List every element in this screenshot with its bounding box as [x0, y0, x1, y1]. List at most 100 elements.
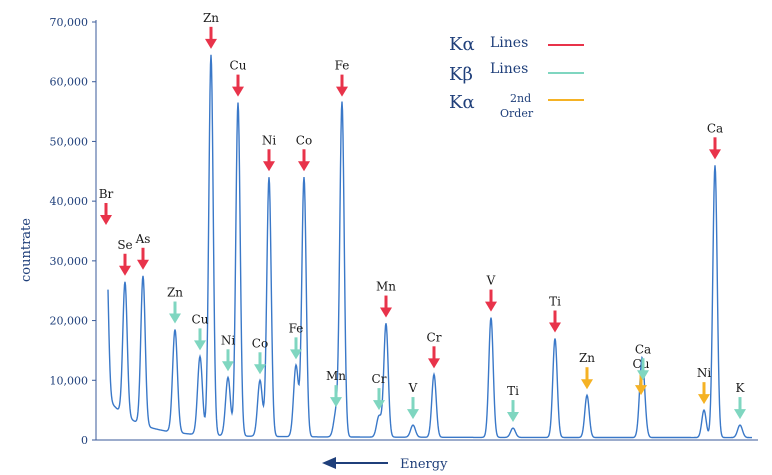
left-arrow-icon — [322, 457, 336, 469]
y-tick-label: 60,000 — [50, 76, 89, 89]
y-axis-title: countrate — [19, 218, 34, 282]
peak-marker-ti-kb: Ti — [507, 384, 519, 423]
peak-label: Fe — [289, 321, 304, 335]
peak-marker-ni-ka2: Ni — [697, 366, 712, 405]
peak-marker-v-ka: V — [485, 274, 497, 312]
down-arrow-icon — [254, 364, 266, 375]
peak-label: Mn — [376, 280, 396, 294]
down-arrow-icon — [698, 394, 710, 405]
y-tick-label: 30,000 — [50, 255, 89, 268]
peak-label: Ni — [221, 333, 236, 347]
peak-marker-ni-ka: Ni — [262, 133, 277, 172]
peak-marker-zn-kb: Zn — [167, 286, 183, 324]
down-arrow-icon — [222, 361, 234, 372]
peak-marker-br-ka: Br — [99, 187, 114, 225]
down-arrow-icon — [137, 259, 149, 270]
peak-marker-co-ka: Co — [296, 133, 312, 172]
peak-label: Ti — [507, 384, 519, 398]
down-arrow-icon — [290, 349, 302, 360]
down-arrow-icon — [581, 379, 593, 390]
y-tick-label: 70,000 — [50, 16, 89, 29]
legend-text: 2nd — [510, 92, 531, 105]
peak-label: Zn — [579, 351, 595, 365]
x-axis-title: Energy — [400, 457, 448, 472]
down-arrow-icon — [709, 149, 721, 160]
down-arrow-icon — [194, 340, 206, 351]
y-axis-ticks: 0 10,000 20,000 30,000 40,000 50,000 60,000 70,… — [50, 16, 96, 447]
peak-label: Cu — [230, 59, 247, 73]
x-axis-title-group: Energy — [322, 457, 448, 472]
peak-marker-cr-ka: Cr — [427, 330, 442, 369]
down-arrow-icon — [485, 301, 497, 312]
peak-label: Ni — [697, 366, 712, 380]
peak-label: Cu — [633, 357, 650, 371]
peak-marker-mn-ka: Mn — [376, 280, 396, 318]
peak-marker-ca-ka: Ca — [707, 121, 723, 160]
peak-label: Se — [117, 238, 132, 252]
peak-label: Zn — [167, 286, 183, 300]
peak-markers: Br Se As Zn Cu Zn Ni Cu Co Ni Fe Co Mn Fe Cr Mn V Cr V Ti Ti… — [99, 11, 746, 423]
peak-label: Ca — [707, 121, 723, 135]
peak-marker-mn-kb: Mn — [326, 369, 346, 408]
y-tick-label: 10,000 — [50, 374, 89, 387]
y-tick-label: 20,000 — [50, 315, 89, 328]
legend-symbol: Kα — [449, 92, 475, 113]
peak-label: K — [736, 381, 746, 395]
peak-marker-v-kb: V — [407, 381, 419, 420]
peak-marker-cu-ka: Cu — [230, 59, 247, 97]
down-arrow-icon — [298, 161, 310, 172]
legend-text: Lines — [490, 61, 528, 77]
down-arrow-icon — [100, 215, 112, 225]
down-arrow-icon — [637, 370, 649, 381]
legend-text: Lines — [490, 35, 528, 51]
peak-label: Ca — [635, 342, 651, 356]
peak-label: V — [486, 274, 496, 288]
peak-marker-se-ka: Se — [117, 238, 133, 276]
down-arrow-icon — [330, 397, 342, 408]
down-arrow-icon — [232, 86, 244, 97]
peak-marker-ti-ka: Ti — [549, 294, 561, 333]
peak-marker-cu-kb: Cu — [192, 312, 209, 351]
down-arrow-icon — [635, 385, 647, 396]
peak-label: Fe — [335, 59, 350, 73]
y-tick-label: 0 — [81, 434, 88, 447]
down-arrow-icon — [336, 86, 348, 97]
peak-label: Cr — [427, 330, 442, 344]
peak-marker-cu-ka2: Cu — [633, 357, 650, 396]
peak-label: Zn — [203, 11, 219, 25]
peak-marker-fe-ka: Fe — [335, 59, 350, 97]
down-arrow-icon — [373, 400, 385, 411]
y-tick-label: 50,000 — [50, 135, 89, 148]
peak-label: As — [135, 232, 151, 246]
peak-marker-ca-kb: Ca — [635, 342, 651, 381]
down-arrow-icon — [407, 409, 419, 420]
peak-marker-fe-kb: Fe — [289, 321, 304, 360]
peak-marker-k-kb: K — [734, 381, 746, 420]
y-tick-label: 40,000 — [50, 195, 89, 208]
down-arrow-icon — [734, 409, 746, 420]
peak-marker-co-kb: Co — [252, 336, 268, 375]
legend-text: Order — [500, 107, 534, 120]
peak-label: Mn — [326, 369, 346, 383]
peak-label: Co — [252, 336, 268, 350]
down-arrow-icon — [549, 322, 561, 333]
down-arrow-icon — [380, 307, 392, 318]
down-arrow-icon — [119, 265, 131, 276]
down-arrow-icon — [169, 313, 181, 324]
legend: Kα Lines Kβ Lines Kα 2nd Order — [449, 34, 584, 120]
legend-symbol: Kα — [449, 34, 475, 55]
peak-label: Co — [296, 133, 312, 147]
down-arrow-icon — [428, 358, 440, 369]
peak-marker-ni-kb: Ni — [221, 333, 236, 372]
down-arrow-icon — [263, 161, 275, 172]
peak-marker-as-ka: As — [135, 232, 151, 270]
peak-marker-zn-ka2: Zn — [579, 351, 595, 390]
spectrum-line — [107, 54, 752, 439]
peak-label: Ni — [262, 133, 277, 147]
peak-label: Cu — [192, 312, 209, 326]
peak-label: Ti — [549, 294, 561, 308]
peak-label: V — [408, 381, 418, 395]
peak-marker-cr-kb: Cr — [372, 372, 387, 411]
peak-label: Cr — [372, 372, 387, 386]
